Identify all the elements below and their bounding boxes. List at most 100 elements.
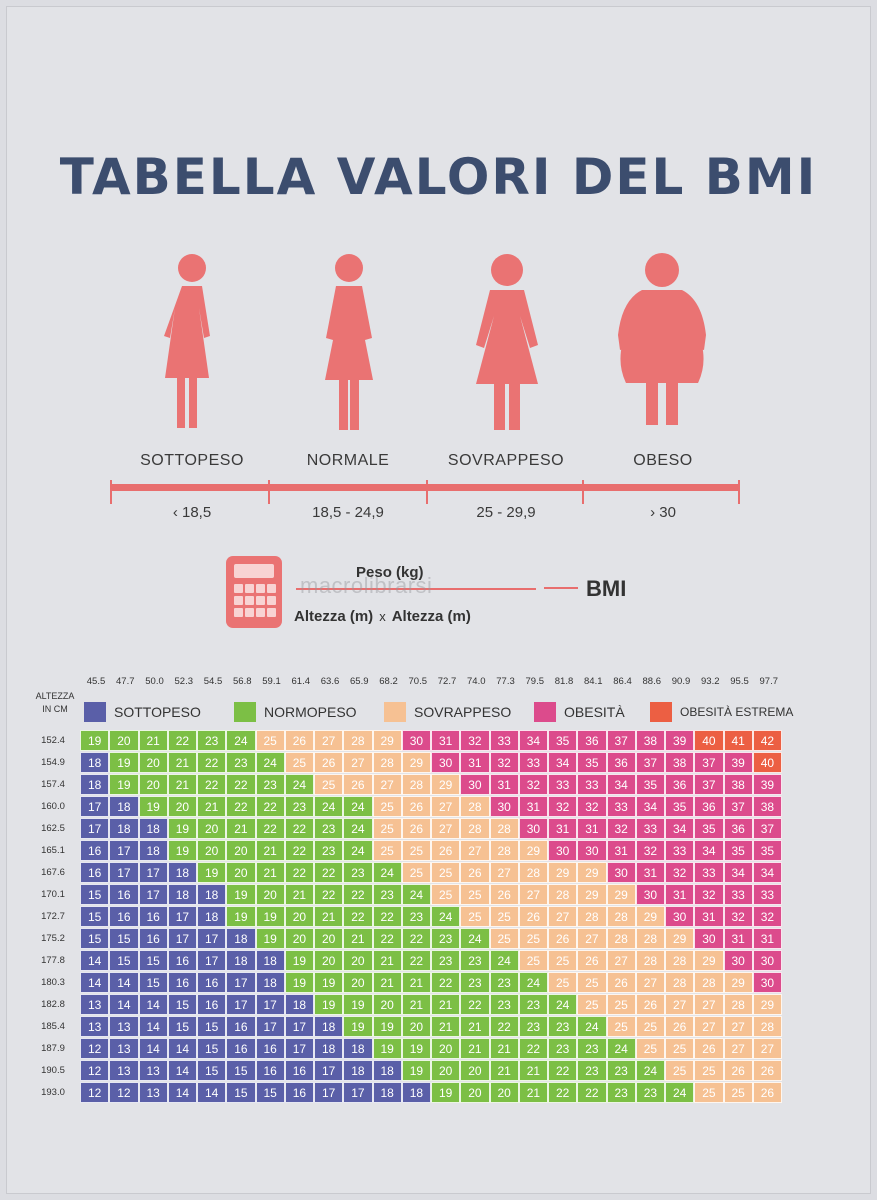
bmi-cell: 20	[343, 972, 373, 993]
bmi-cell: 30	[752, 950, 782, 971]
bmi-cell: 14	[138, 1038, 168, 1059]
bmi-cell: 19	[314, 994, 344, 1015]
bmi-cell: 18	[167, 862, 197, 883]
bmi-cell: 20	[255, 884, 285, 905]
bmi-cell: 25	[635, 1038, 665, 1059]
bmi-cell: 37	[752, 818, 782, 839]
bmi-cell: 12	[80, 1038, 110, 1059]
bmi-cell: 22	[489, 1016, 519, 1037]
bmi-cell: 18	[284, 994, 314, 1015]
height-cell: 193.0	[41, 1087, 65, 1098]
bmi-cell: 18	[314, 1016, 344, 1037]
bmi-cell: 24	[635, 1060, 665, 1081]
scale-tick	[426, 480, 428, 504]
height-cell: 172.7	[41, 911, 65, 922]
woman-normal-icon	[325, 254, 373, 430]
bmi-cell: 22	[401, 928, 431, 949]
scale-tick	[110, 480, 112, 504]
bmi-cell: 20	[284, 906, 314, 927]
bmi-cell: 17	[284, 1016, 314, 1037]
bmi-cell: 17	[255, 1016, 285, 1037]
formula-numerator: Peso (kg)	[356, 564, 424, 581]
weight-header-cell: 45.5	[86, 676, 106, 687]
bmi-cell: 22	[226, 796, 256, 817]
bmi-cell: 26	[284, 730, 314, 751]
bmi-cell: 27	[489, 862, 519, 883]
table-row: 14 15 15 16 17 18 18 19 20 20 21 22 23 23 24 25 25 26 27 28…	[80, 950, 782, 972]
table-row: 15 16 17 18 18 19 20 21 22 22 23 24 25 25 26 27 28 29 29 30…	[80, 884, 782, 906]
bmi-cell: 29	[694, 950, 724, 971]
bmi-cell: 23	[606, 1082, 636, 1103]
bmi-cell: 24	[401, 884, 431, 905]
bmi-range-scale	[110, 480, 740, 504]
bmi-cell: 17	[109, 840, 139, 861]
table-row: 15 16 16 17 18 19 19 20 21 22 22 23 24 25 25 26 27 28 28 29…	[80, 906, 782, 928]
bmi-cell: 15	[80, 906, 110, 927]
bmi-cell: 24	[343, 796, 373, 817]
bmi-cell: 29	[518, 840, 548, 861]
bmi-cell: 22	[284, 840, 314, 861]
weight-header-cell: 65.9	[350, 676, 369, 687]
bmi-cell: 27	[694, 1016, 724, 1037]
bmi-cell: 29	[577, 884, 607, 905]
bmi-cell: 34	[752, 862, 782, 883]
bmi-cell: 18	[109, 818, 139, 839]
bmi-cell: 30	[752, 972, 782, 993]
bmi-cell: 18	[167, 884, 197, 905]
height-cell: 152.4	[41, 735, 65, 746]
bmi-cell: 22	[518, 1038, 548, 1059]
bmi-cell: 26	[635, 994, 665, 1015]
height-cell: 154.9	[41, 757, 65, 768]
bmi-cell: 28	[460, 818, 490, 839]
table-row: 18 19 20 21 22 22 23 24 25 26 27 28 29 30 31 32 33 33 34 35…	[80, 774, 782, 796]
table-row: 16 17 18 19 20 20 21 22 23 24 25 25 26 27 28 29 30 30 31 32…	[80, 840, 782, 862]
bmi-cell: 26	[723, 1060, 753, 1081]
legend-label: SOVRAPPESO	[414, 704, 512, 720]
bmi-cell: 16	[80, 862, 110, 883]
bmi-cell: 29	[401, 752, 431, 773]
bmi-cell: 33	[548, 774, 578, 795]
bmi-cell: 25	[401, 840, 431, 861]
bmi-cell: 32	[606, 818, 636, 839]
bmi-cell: 18	[197, 884, 227, 905]
woman-obese-icon	[618, 253, 706, 425]
bmi-cell: 30	[635, 884, 665, 905]
bmi-cell: 16	[138, 928, 168, 949]
denominator-right: Altezza (m)	[391, 608, 471, 625]
bmi-cell: 32	[635, 840, 665, 861]
bmi-cell: 17	[226, 972, 256, 993]
bmi-cell: 25	[489, 906, 519, 927]
bmi-cell: 16	[167, 972, 197, 993]
bmi-cell: 31	[694, 906, 724, 927]
bmi-cell: 18	[372, 1060, 402, 1081]
weight-header-cell: 97.7	[759, 676, 779, 687]
table-row: 12 13 14 14 15 16 16 17 18 18 19 19 20 21 21 22 23 23 24 25…	[80, 1038, 782, 1060]
bmi-cell: 36	[694, 796, 724, 817]
bmi-cell: 19	[401, 1060, 431, 1081]
bmi-cell: 25	[372, 796, 402, 817]
bmi-cell: 23	[255, 774, 285, 795]
bmi-cell: 41	[723, 730, 753, 751]
bmi-cell: 26	[314, 752, 344, 773]
bmi-cell: 16	[226, 1016, 256, 1037]
bmi-cell: 28	[372, 752, 402, 773]
woman-overweight-icon	[476, 254, 538, 430]
weight-header-cell: 95.5	[730, 676, 749, 687]
bmi-cell: 24	[255, 752, 285, 773]
bmi-cell: 23	[343, 862, 373, 883]
bmi-cell: 15	[167, 1016, 197, 1037]
bmi-cell: 28	[489, 840, 519, 861]
category-label-sottopeso: SOTTOPESO	[140, 452, 244, 469]
table-row: 19 20 21 22 23 24 25 26 27 28 29 30 31 32 33 34 35 36 37 38…	[80, 730, 782, 752]
bmi-cell: 13	[138, 1082, 168, 1103]
bmi-cell: 18	[343, 1038, 373, 1059]
bmi-cell: 31	[606, 840, 636, 861]
bmi-cell: 29	[752, 994, 782, 1015]
bmi-cell: 25	[314, 774, 344, 795]
bmi-cell: 22	[343, 884, 373, 905]
legend-swatch	[650, 702, 672, 722]
bmi-cell: 20	[401, 1016, 431, 1037]
bmi-cell: 17	[167, 928, 197, 949]
bmi-cell: 28	[665, 950, 695, 971]
category-label-normale: NORMALE	[306, 452, 390, 469]
